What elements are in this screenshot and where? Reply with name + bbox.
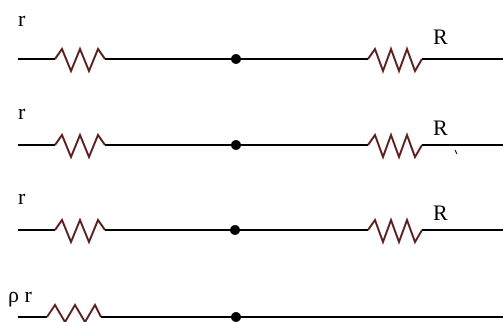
branch-3-junction-node [230,225,240,235]
branch-3-right-label: R [433,200,448,225]
branch-1: r R [18,6,503,74]
branch-2-stray-mark [454,149,458,155]
branch-3-left-resistor [54,217,106,245]
branch-1-junction-node [231,54,241,64]
branch-4: ρ r [8,282,503,322]
branch-2-left-label: r [18,99,26,124]
branch-3: r R [18,184,503,245]
branch-2: r R [18,99,503,160]
branch-3-left-label: r [18,184,26,209]
branch-4-junction-node [231,312,241,322]
branch-2-junction-node [231,140,241,150]
branch-1-left-label: r [18,6,26,31]
branch-1-left-resistor [54,46,106,74]
branch-1-right-resistor [367,46,423,74]
branch-2-right-label: R [433,115,448,140]
branch-1-right-label: R [433,24,448,49]
branch-2-right-resistor [367,132,423,160]
branch-3-right-resistor [367,217,423,245]
branch-4-left-label: ρ r [8,282,32,307]
branch-2-left-resistor [54,132,106,160]
branch-4-left-resistor [46,302,102,322]
